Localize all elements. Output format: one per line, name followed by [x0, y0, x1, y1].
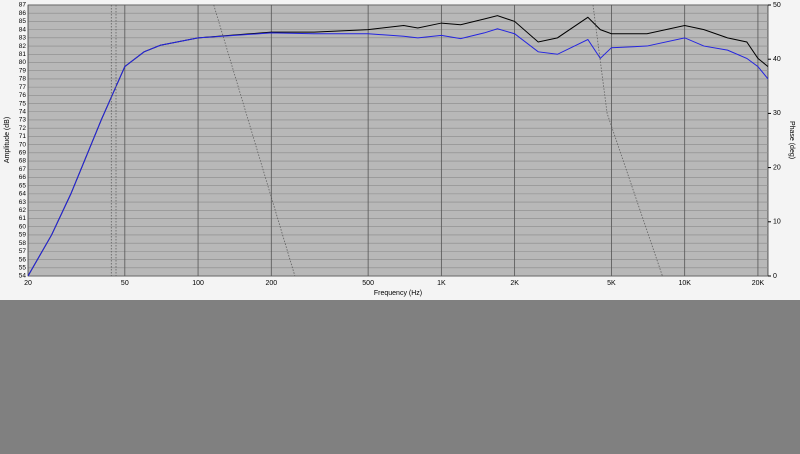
- y2-tick-label: 10: [773, 219, 781, 226]
- y-tick-label: 78: [19, 76, 27, 83]
- series-line: [28, 28, 768, 276]
- y-tick-label: 82: [19, 43, 27, 50]
- y-tick-label: 62: [19, 207, 27, 214]
- y-tick-label: 84: [19, 26, 27, 33]
- plot-lines: [28, 5, 768, 276]
- y2-tick-label: 50: [773, 2, 781, 9]
- x-axis-title: Frequency (Hz): [374, 290, 422, 297]
- y-tick-label: 86: [19, 10, 27, 17]
- x-tick-label: 5K: [607, 280, 616, 287]
- y-tick-label: 70: [19, 141, 27, 148]
- y-tick-label: 56: [19, 256, 27, 263]
- y-tick-label: 81: [19, 51, 27, 58]
- y-tick-label: 69: [19, 150, 27, 157]
- y-tick-label: 77: [19, 84, 27, 91]
- y-tick-label: 54: [19, 273, 27, 280]
- y-tick-label: 64: [19, 191, 27, 198]
- y-tick-label: 55: [19, 265, 27, 272]
- y-tick-label: 85: [19, 18, 27, 25]
- series-line: [213, 5, 296, 276]
- series-line: [592, 5, 663, 276]
- x-tick-label: 20K: [752, 280, 765, 287]
- y-tick-label: 87: [19, 2, 27, 9]
- y-tick-label: 63: [19, 199, 27, 206]
- y2-tick-label: 30: [773, 110, 781, 117]
- x-tick-label: 20: [24, 280, 32, 287]
- y-tick-label: 76: [19, 92, 27, 99]
- y2-axis-title: Phase (deg): [788, 121, 795, 159]
- x-tick-label: 2K: [510, 280, 519, 287]
- y2-tick-label: 20: [773, 164, 781, 171]
- x-tick-label: 100: [192, 280, 204, 287]
- y2-tick-label: 0: [773, 273, 777, 280]
- x-tick-label: 500: [362, 280, 374, 287]
- y-tick-label: 66: [19, 174, 27, 181]
- y-tick-label: 73: [19, 117, 27, 124]
- x-tick-label: 1K: [437, 280, 446, 287]
- x-tick-label: 200: [265, 280, 277, 287]
- y-tick-label: 57: [19, 248, 27, 255]
- y-tick-label: 59: [19, 232, 27, 239]
- y-tick-label: 74: [19, 108, 27, 115]
- y-tick-label: 58: [19, 240, 27, 247]
- x-tick-label: 10K: [678, 280, 691, 287]
- y-tick-label: 65: [19, 182, 27, 189]
- y-tick-label: 60: [19, 223, 27, 230]
- y2-tick-label: 40: [773, 56, 781, 63]
- y-tick-label: 83: [19, 35, 27, 42]
- plot-area: [27, 4, 769, 277]
- y-tick-label: 68: [19, 158, 27, 165]
- x-tick-label: 50: [121, 280, 129, 287]
- y-tick-label: 75: [19, 100, 27, 107]
- y-axis-title: Amplitude (dB): [4, 117, 11, 163]
- y-tick-label: 71: [19, 133, 27, 140]
- y-tick-label: 67: [19, 166, 27, 173]
- y-tick-label: 80: [19, 59, 27, 66]
- y-tick-label: 79: [19, 67, 27, 74]
- y-tick-label: 61: [19, 215, 27, 222]
- y-tick-label: 72: [19, 125, 27, 132]
